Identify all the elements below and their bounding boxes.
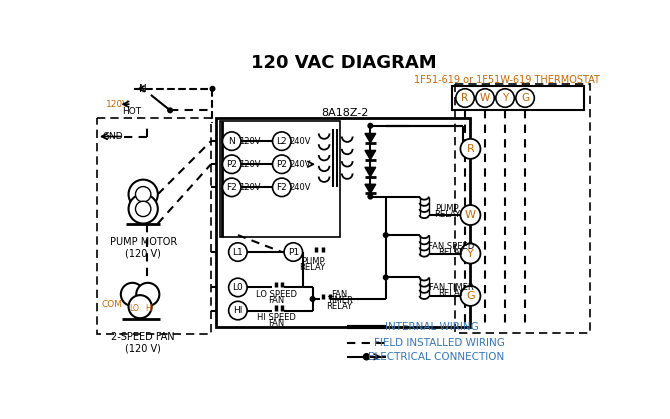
Text: N: N [139,84,147,94]
Text: W: W [480,93,490,103]
Circle shape [129,194,158,223]
Text: G: G [466,291,475,301]
Text: RELAY: RELAY [299,263,326,272]
Circle shape [460,243,480,264]
Polygon shape [365,167,376,176]
Text: HI SPEED: HI SPEED [257,313,296,322]
Text: HI: HI [145,304,153,313]
Text: 240V: 240V [289,137,311,146]
Text: L1: L1 [232,248,243,256]
Text: RELAY: RELAY [438,248,464,257]
Text: TIMER: TIMER [326,296,352,305]
Circle shape [383,233,388,238]
Circle shape [228,278,247,297]
Text: FAN: FAN [268,319,285,328]
Circle shape [273,132,291,150]
Text: HOT: HOT [122,107,141,116]
Circle shape [310,297,315,301]
Text: Y: Y [502,93,509,103]
Text: HI: HI [233,306,243,315]
Text: F2: F2 [226,183,237,192]
Text: PUMP: PUMP [301,257,324,266]
Circle shape [460,205,480,225]
Text: FAN: FAN [268,296,285,305]
Text: P2: P2 [276,160,287,169]
Text: FAN TIMER: FAN TIMER [429,283,474,292]
Text: L0: L0 [232,283,243,292]
Bar [97,118,211,334]
Text: F2: F2 [277,183,287,192]
Text: P1: P1 [287,248,299,256]
Circle shape [460,286,480,306]
Text: Y: Y [467,248,474,259]
Circle shape [129,295,151,318]
Text: 1F51-619 or 1F51W-619 THERMOSTAT: 1F51-619 or 1F51W-619 THERMOSTAT [415,75,600,85]
Circle shape [129,180,158,209]
Bar [455,84,590,333]
Text: 240V: 240V [289,183,311,192]
Text: R: R [462,93,468,103]
Text: N: N [228,137,235,146]
Circle shape [363,354,370,360]
Text: ELECTRICAL CONNECTION: ELECTRICAL CONNECTION [368,352,504,362]
Text: RELAY: RELAY [438,289,464,298]
Circle shape [228,301,247,320]
Text: L2: L2 [277,137,287,146]
Text: P2: P2 [226,160,237,169]
Text: 120 VAC DIAGRAM: 120 VAC DIAGRAM [251,54,436,72]
Text: LO: LO [129,304,139,313]
Circle shape [222,155,241,173]
Polygon shape [365,133,376,143]
Circle shape [222,132,241,150]
Circle shape [222,178,241,197]
Circle shape [383,275,388,280]
Circle shape [368,194,373,199]
Text: INTERNAL WIRING: INTERNAL WIRING [385,323,479,333]
Text: 8A18Z-2: 8A18Z-2 [321,109,369,119]
Bar [220,121,340,237]
Circle shape [460,139,480,159]
Circle shape [456,89,474,107]
Text: W: W [465,210,476,220]
Text: FAN: FAN [332,290,348,299]
Text: LO SPEED: LO SPEED [256,290,297,299]
Bar [216,118,470,328]
Circle shape [136,283,159,306]
Circle shape [135,201,151,217]
Text: G: G [521,93,529,103]
Text: GND: GND [103,132,123,141]
Text: R: R [466,144,474,154]
Circle shape [273,155,291,173]
Text: COM: COM [102,300,123,309]
Circle shape [368,124,373,128]
Circle shape [135,186,151,202]
Circle shape [496,89,515,107]
Text: 120V: 120V [239,183,261,192]
Circle shape [284,243,303,261]
Bar [452,86,584,110]
Circle shape [516,89,535,107]
Text: PUMP: PUMP [436,204,459,212]
Circle shape [168,108,172,113]
Text: PUMP MOTOR
(120 V): PUMP MOTOR (120 V) [110,238,177,259]
Text: FAN SPEED: FAN SPEED [428,242,474,251]
Text: 240V: 240V [289,160,311,169]
Text: RELAY: RELAY [326,302,352,311]
Text: FIELD INSTALLED WIRING: FIELD INSTALLED WIRING [374,338,505,348]
Circle shape [476,89,494,107]
Circle shape [210,86,215,91]
Polygon shape [365,184,376,194]
Polygon shape [365,150,376,160]
Circle shape [121,283,144,306]
Circle shape [228,243,247,261]
Text: 120V: 120V [239,137,261,146]
Text: 120V: 120V [239,160,261,169]
Text: RELAY: RELAY [434,210,460,219]
Circle shape [273,178,291,197]
Text: 2-SPEED FAN
(120 V): 2-SPEED FAN (120 V) [111,332,175,354]
Text: 120V: 120V [107,100,129,109]
